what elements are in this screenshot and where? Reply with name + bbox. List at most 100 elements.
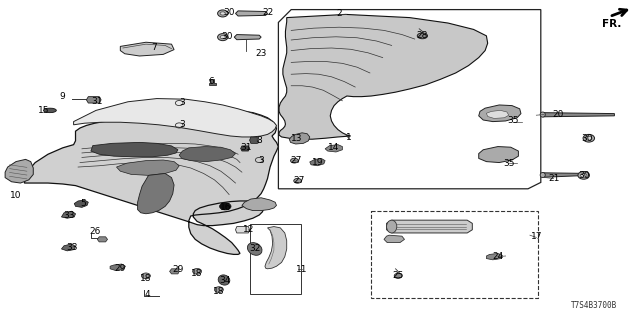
Polygon shape <box>289 133 310 144</box>
Text: 29: 29 <box>172 265 184 274</box>
Polygon shape <box>486 253 502 260</box>
Ellipse shape <box>218 10 228 17</box>
Text: 27: 27 <box>290 156 301 165</box>
Text: 14: 14 <box>328 143 340 152</box>
Polygon shape <box>116 160 179 175</box>
Ellipse shape <box>220 36 225 39</box>
Text: 35: 35 <box>503 159 515 168</box>
Ellipse shape <box>248 243 262 255</box>
Text: 25: 25 <box>392 271 404 280</box>
Text: 35: 35 <box>508 116 519 125</box>
Text: 5: 5 <box>81 199 86 208</box>
Polygon shape <box>543 113 614 117</box>
Text: 33: 33 <box>63 211 75 220</box>
Polygon shape <box>86 97 101 103</box>
Ellipse shape <box>44 108 56 113</box>
Text: 12: 12 <box>243 225 254 234</box>
Ellipse shape <box>291 158 298 163</box>
Polygon shape <box>74 99 276 137</box>
Text: 31: 31 <box>241 143 252 152</box>
Polygon shape <box>24 110 278 254</box>
Polygon shape <box>479 147 518 163</box>
Text: 30: 30 <box>221 32 233 41</box>
Polygon shape <box>61 244 76 251</box>
Polygon shape <box>384 235 404 243</box>
Text: FR.: FR. <box>602 19 621 28</box>
Polygon shape <box>387 220 472 233</box>
Ellipse shape <box>578 172 589 179</box>
Text: 19: 19 <box>312 158 324 167</box>
Polygon shape <box>234 35 261 40</box>
Polygon shape <box>486 110 509 118</box>
Text: 24: 24 <box>492 252 504 261</box>
Text: 6: 6 <box>209 77 214 86</box>
Polygon shape <box>279 14 488 139</box>
Text: 34: 34 <box>220 276 231 285</box>
Text: 3: 3 <box>180 98 185 107</box>
Text: 33: 33 <box>66 243 77 252</box>
Polygon shape <box>310 158 325 166</box>
Text: 28: 28 <box>417 31 428 40</box>
Polygon shape <box>543 173 589 177</box>
Polygon shape <box>74 200 88 207</box>
Text: 32: 32 <box>249 244 260 252</box>
Ellipse shape <box>394 273 402 278</box>
Text: 30: 30 <box>578 171 589 180</box>
Polygon shape <box>120 42 174 56</box>
Text: 21: 21 <box>548 174 559 183</box>
Text: 2: 2 <box>337 9 342 18</box>
Polygon shape <box>265 227 287 269</box>
Text: 18: 18 <box>213 287 225 296</box>
Text: 3: 3 <box>259 156 264 164</box>
Text: 26: 26 <box>89 227 100 236</box>
Text: 31: 31 <box>92 97 103 106</box>
Text: 18: 18 <box>191 269 203 278</box>
Text: 15: 15 <box>38 106 49 115</box>
Polygon shape <box>170 269 179 274</box>
Text: 1: 1 <box>346 133 351 142</box>
Ellipse shape <box>580 173 587 177</box>
Bar <box>250 224 301 294</box>
Polygon shape <box>91 142 178 157</box>
Text: 30: 30 <box>582 134 593 143</box>
Text: 23: 23 <box>255 49 267 58</box>
Polygon shape <box>5 159 33 183</box>
Text: 22: 22 <box>262 8 273 17</box>
Text: 13: 13 <box>291 134 303 143</box>
Ellipse shape <box>417 33 428 39</box>
Ellipse shape <box>193 268 202 274</box>
Ellipse shape <box>218 275 230 285</box>
Ellipse shape <box>218 34 228 41</box>
Text: 27: 27 <box>294 176 305 185</box>
Polygon shape <box>110 264 125 270</box>
Polygon shape <box>325 145 342 152</box>
Polygon shape <box>479 105 521 122</box>
Ellipse shape <box>220 12 225 15</box>
Bar <box>371 211 538 298</box>
Text: T7S4B3700B: T7S4B3700B <box>572 301 618 310</box>
Ellipse shape <box>387 220 397 233</box>
Ellipse shape <box>540 112 545 117</box>
Text: 10: 10 <box>10 191 22 200</box>
Ellipse shape <box>583 134 595 142</box>
Polygon shape <box>250 137 259 143</box>
Text: 16: 16 <box>220 203 231 212</box>
Ellipse shape <box>220 203 231 210</box>
Ellipse shape <box>540 172 545 178</box>
Polygon shape <box>97 237 108 242</box>
Ellipse shape <box>141 273 150 279</box>
Text: 18: 18 <box>140 274 152 283</box>
Polygon shape <box>242 198 276 211</box>
Text: 4: 4 <box>145 290 150 299</box>
Text: 17: 17 <box>531 232 542 241</box>
Polygon shape <box>236 11 268 16</box>
Polygon shape <box>138 173 174 214</box>
Text: 7: 7 <box>151 43 156 52</box>
Polygon shape <box>241 146 250 151</box>
Text: 3: 3 <box>180 120 185 129</box>
Polygon shape <box>61 211 76 218</box>
Text: 29: 29 <box>115 264 126 273</box>
Ellipse shape <box>214 287 223 292</box>
Ellipse shape <box>586 136 592 140</box>
Text: 20: 20 <box>552 110 564 119</box>
